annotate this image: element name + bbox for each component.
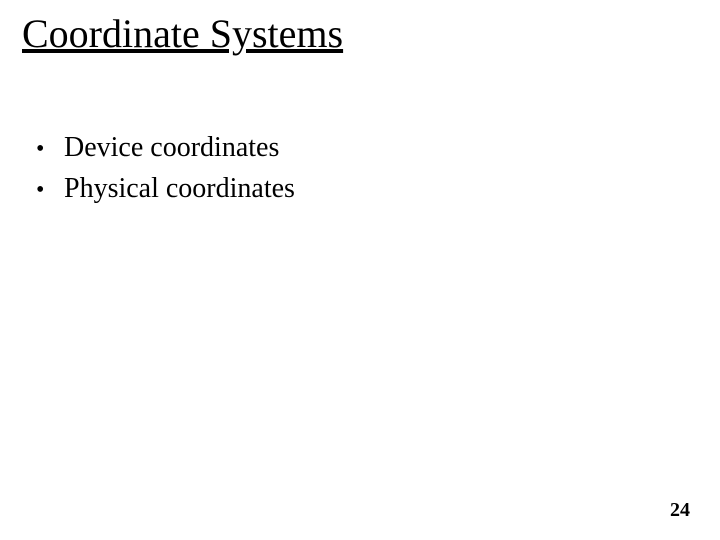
- slide-title: Coordinate Systems: [22, 10, 343, 57]
- bullet-list: • Device coordinates • Physical coordina…: [36, 128, 295, 209]
- slide: Coordinate Systems • Device coordinates …: [0, 0, 720, 540]
- list-item: • Physical coordinates: [36, 169, 295, 210]
- bullet-icon: •: [36, 173, 64, 208]
- bullet-text: Device coordinates: [64, 128, 279, 169]
- list-item: • Device coordinates: [36, 128, 295, 169]
- bullet-icon: •: [36, 132, 64, 167]
- page-number: 24: [670, 499, 690, 522]
- bullet-text: Physical coordinates: [64, 169, 295, 210]
